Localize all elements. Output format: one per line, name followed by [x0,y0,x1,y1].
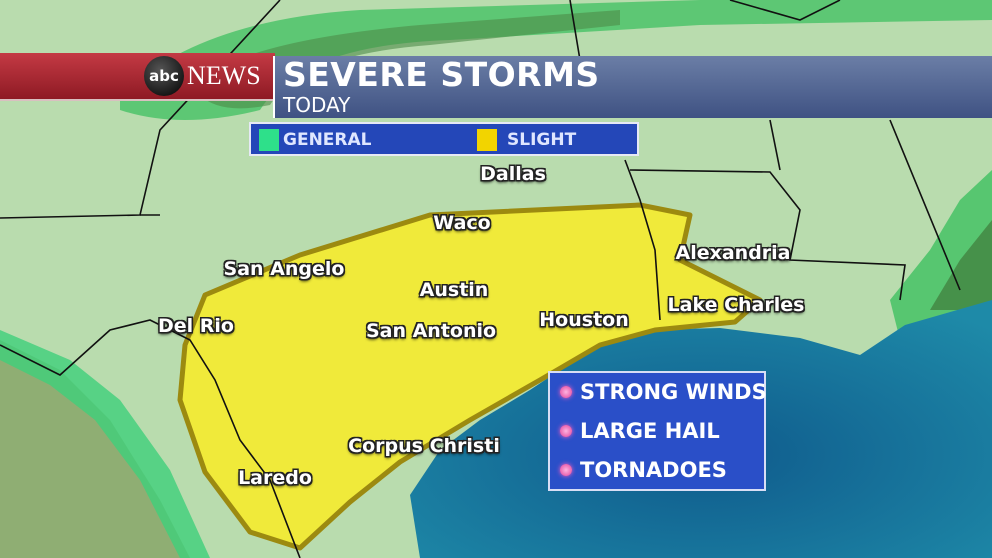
threat-label: TORNADOES [580,458,727,482]
city-label: Houston [539,309,629,331]
city-label: Austin [419,279,489,301]
general-risk-east-core [930,220,992,310]
threat-item: TORNADOES [560,457,727,483]
legend-slight-label: SLIGHT [507,130,577,150]
mexico-terrain [0,340,190,558]
news-wordmark: NEWS [187,61,261,90]
slight-risk-area [177,202,763,551]
page-subtitle: TODAY [283,93,351,117]
abc-news-logo: abc NEWS [144,56,261,96]
general-swatch [259,129,279,151]
threats-box: STRONG WINDS LARGE HAIL TORNADOES [548,371,767,491]
city-label: San Antonio [365,320,497,342]
city-label: San Angelo [223,258,345,280]
risk-legend: GENERAL SLIGHT [249,122,639,156]
bullet-icon [560,464,572,476]
bullet-icon [560,425,572,437]
bullet-icon [560,386,572,398]
city-label: Del Rio [158,315,234,337]
threat-label: LARGE HAIL [580,419,720,443]
legend-general-label: GENERAL [283,130,372,150]
city-label: Lake Charles [667,294,805,316]
city-label: Alexandria [675,242,791,264]
title-banner: SEVERE STORMS TODAY [273,56,992,118]
page-title: SEVERE STORMS [283,56,600,94]
city-label: Laredo [238,467,312,489]
general-risk-north-core [200,10,620,109]
network-banner [0,53,275,101]
general-risk-north [120,0,992,120]
city-label: Corpus Christi [348,435,500,457]
threat-item: LARGE HAIL [560,418,720,444]
threat-item: STRONG WINDS [560,379,767,405]
threat-label: STRONG WINDS [580,380,767,404]
slight-swatch [477,129,497,151]
abc-logo-mark: abc [144,56,184,96]
city-label: Dallas [480,163,546,185]
city-label: Waco [433,212,491,234]
general-risk-west [0,330,210,558]
